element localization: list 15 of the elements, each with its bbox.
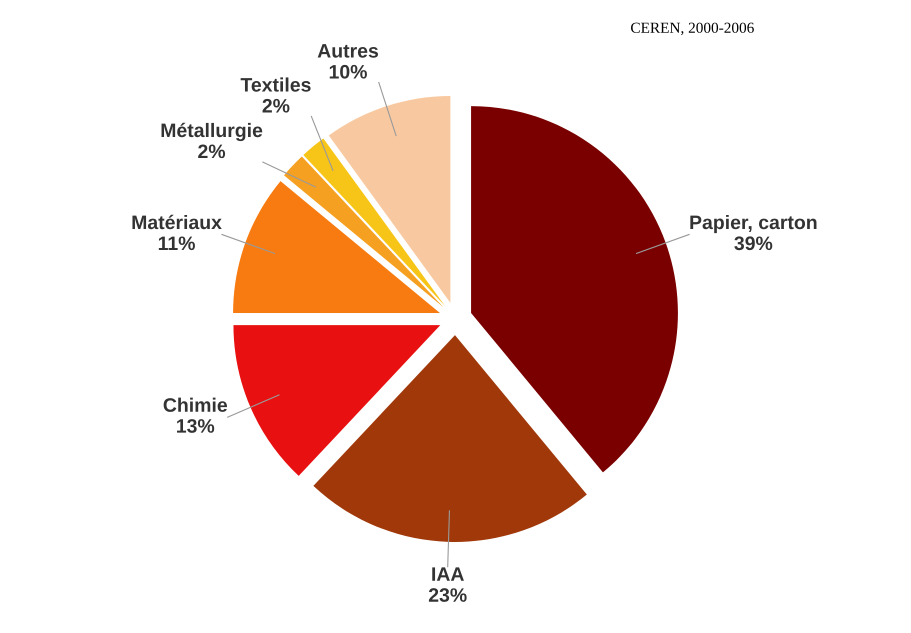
data-label: 23% [428,588,467,602]
slice-label: Papier, carton [690,214,816,234]
slice-label: Matériaux [132,214,222,230]
slice-label: IAA [432,567,464,581]
text: CEREN, 2000-2006 [631,22,754,36]
slice-label: Métallurgie [162,122,262,142]
data-label: 39% [734,236,772,250]
slice-label: Chimie [164,398,228,412]
slice-label: Autres [318,44,378,58]
data-label: 2% [198,144,226,158]
data-label: 2% [262,98,290,113]
data-label: 10% [330,64,367,79]
data-label: 11% [158,236,195,250]
slice-label: Textiles [240,77,311,92]
data-label: 13% [177,419,214,433]
